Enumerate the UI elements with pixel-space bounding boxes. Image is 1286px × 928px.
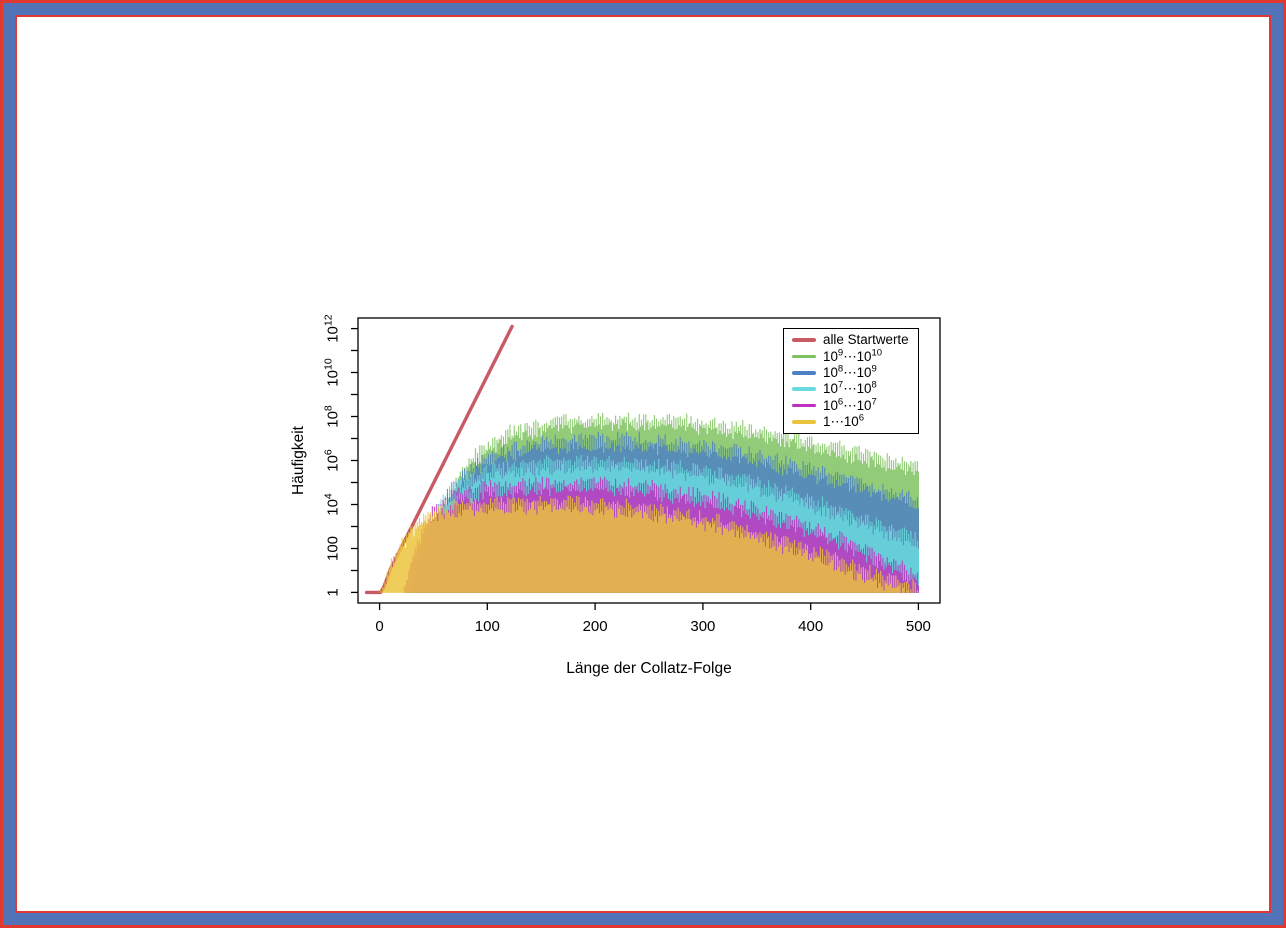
legend-label: alle Startwerte	[823, 332, 909, 348]
legend-item: 1⋯106	[784, 412, 918, 430]
y-tick-label: 108	[323, 405, 342, 428]
chart-legend: alle Startwerte 109⋯1010 108⋯109 107⋯108 106…	[783, 328, 919, 434]
y-tick-label: 104	[323, 493, 342, 516]
x-tick-label: 100	[475, 618, 500, 635]
legend-label: 106⋯107	[823, 396, 877, 413]
legend-color-swatch	[792, 387, 816, 392]
legend-item: alle Startwerte	[784, 332, 918, 348]
legend-color-swatch	[792, 419, 816, 424]
x-tick-label: 200	[583, 618, 608, 635]
x-tick-label: 400	[798, 618, 823, 635]
legend-color-swatch	[792, 354, 816, 359]
legend-item: 106⋯107	[784, 397, 918, 413]
legend-label: 109⋯1010	[823, 347, 883, 364]
legend-label: 108⋯109	[823, 363, 877, 381]
legend-color-swatch	[792, 403, 816, 408]
series-bars-4	[380, 495, 918, 593]
y-tick-label: 106	[323, 449, 342, 472]
legend-label: 1⋯106	[823, 412, 865, 430]
legend-item: 107⋯108	[784, 381, 918, 397]
y-tick-label: 1	[325, 588, 342, 596]
x-axis-title: Länge der Collatz-Folge	[566, 660, 731, 677]
axes: 0 100 200 300 400 500 1 100 104 106 108 1010 1012 Lä…	[290, 314, 931, 677]
legend-color-swatch	[792, 370, 816, 375]
legend-item: 109⋯1010	[784, 348, 918, 364]
x-tick-label: 0	[375, 618, 383, 635]
x-tick-label: 300	[690, 618, 715, 635]
y-tick-label: 1012	[323, 314, 342, 343]
legend-label: 107⋯108	[823, 379, 877, 397]
x-tick-label: 500	[906, 618, 931, 635]
y-tick-label: 1010	[323, 358, 342, 387]
legend-color-swatch	[792, 338, 816, 343]
legend-item: 108⋯109	[784, 363, 918, 381]
y-axis-title: Häufigkeit	[290, 425, 307, 495]
y-tick-label: 100	[325, 536, 342, 561]
